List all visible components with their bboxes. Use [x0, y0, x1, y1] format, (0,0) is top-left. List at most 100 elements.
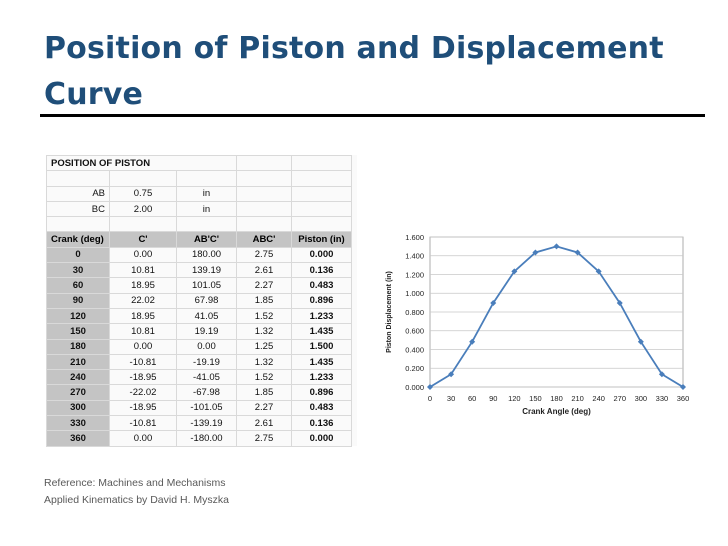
table-cell: 0.00 [109, 430, 177, 447]
data-point-marker [469, 338, 476, 345]
table-row: 330 -10.81 -139.19 2.61 0.136 [46, 415, 352, 432]
data-point-marker [490, 300, 497, 306]
x-tick-label: 300 [635, 394, 648, 403]
empty-cell [291, 185, 352, 202]
piston-position-cell: 0.136 [291, 415, 352, 432]
slide-title: Position of Piston and Displacement Curv… [44, 31, 664, 112]
column-header: ABC' [236, 231, 292, 248]
y-tick-label: 1.400 [405, 252, 424, 261]
param-value: 2.00 [109, 200, 177, 218]
param-value: 0.75 [109, 185, 177, 202]
table-cell: 1.85 [236, 384, 292, 401]
data-point-marker [553, 243, 560, 250]
table-cell: 22.02 [109, 292, 177, 309]
empty-cell [236, 154, 292, 172]
data-point-marker [637, 338, 644, 345]
crank-angle-cell: 90 [46, 292, 110, 309]
blank-row [46, 216, 352, 233]
table-cell: -18.95 [109, 399, 177, 417]
piston-position-cell: 1.435 [291, 353, 352, 371]
piston-position-cell: 0.136 [291, 262, 352, 279]
piston-position-cell: 1.500 [291, 338, 352, 355]
x-tick-label: 270 [613, 394, 626, 403]
crank-angle-cell: 240 [46, 369, 110, 386]
table-row: 90 22.02 67.98 1.85 0.896 [46, 292, 352, 309]
table-cell: 2.27 [236, 399, 292, 417]
empty-cell [291, 154, 352, 172]
table-cell: -67.98 [176, 384, 237, 401]
table-cell: 18.95 [109, 307, 177, 325]
table-cell: 18.95 [109, 277, 177, 294]
crank-angle-cell: 360 [46, 430, 110, 447]
piston-position-cell: 0.000 [291, 430, 352, 447]
param-unit: in [176, 200, 237, 218]
y-tick-label: 0.800 [405, 308, 424, 317]
table-cell: 0.00 [109, 246, 177, 264]
x-tick-label: 360 [677, 394, 690, 403]
crank-angle-cell: 300 [46, 399, 110, 417]
crank-angle-cell: 330 [46, 415, 110, 432]
piston-position-table: POSITION OF PISTON AB 0.75 in BC 2.00 in Crank … [46, 154, 352, 447]
param-row: AB 0.75 in [46, 185, 352, 202]
crank-angle-cell: 150 [46, 323, 110, 340]
empty-cell [291, 216, 352, 233]
data-point-marker [532, 249, 539, 256]
x-tick-label: 150 [529, 394, 542, 403]
crank-angle-cell: 180 [46, 338, 110, 355]
empty-cell [291, 170, 352, 187]
data-point-marker [448, 371, 455, 378]
table-cell: 1.32 [236, 353, 292, 371]
table-cell: 10.81 [109, 262, 177, 279]
empty-cell [109, 216, 177, 233]
y-tick-label: 0.200 [405, 364, 424, 373]
table-cell: 1.52 [236, 307, 292, 325]
piston-position-cell: 0.896 [291, 292, 352, 309]
empty-cell [109, 170, 177, 187]
table-cell: -10.81 [109, 353, 177, 371]
empty-cell [236, 170, 292, 187]
empty-cell [236, 216, 292, 233]
table-cell: 1.52 [236, 369, 292, 386]
crank-angle-cell: 30 [46, 262, 110, 279]
table-row: 300 -18.95 -101.05 2.27 0.483 [46, 399, 352, 417]
table-cell: -18.95 [109, 369, 177, 386]
table-cell: -101.05 [176, 399, 237, 417]
table-row: 120 18.95 41.05 1.52 1.233 [46, 307, 352, 325]
x-axis-title: Crank Angle (deg) [522, 407, 591, 416]
empty-cell [236, 200, 292, 218]
x-tick-label: 60 [468, 394, 476, 403]
table-cell: -180.00 [176, 430, 237, 447]
piston-position-cell: 1.233 [291, 307, 352, 325]
y-tick-label: 1.000 [405, 289, 424, 298]
data-point-marker [427, 384, 433, 390]
table-row: 240 -18.95 -41.05 1.52 1.233 [46, 369, 352, 386]
piston-position-cell: 0.483 [291, 399, 352, 417]
table-cell: 2.61 [236, 415, 292, 432]
table-cell: 0.00 [176, 338, 237, 355]
table-cell: -19.19 [176, 353, 237, 371]
table-row: 60 18.95 101.05 2.27 0.483 [46, 277, 352, 294]
x-tick-label: 0 [428, 394, 432, 403]
piston-position-cell: 0.483 [291, 277, 352, 294]
empty-cell [236, 185, 292, 202]
x-tick-label: 120 [508, 394, 521, 403]
title-underline [40, 114, 705, 117]
table-row: 180 0.00 0.00 1.25 1.500 [46, 338, 352, 355]
data-point-marker [511, 268, 518, 275]
empty-cell [176, 170, 237, 187]
table-cell: 101.05 [176, 277, 237, 294]
table-cell: 41.05 [176, 307, 237, 325]
param-label: BC [46, 200, 110, 218]
section-title-row: POSITION OF PISTON [46, 154, 352, 172]
x-tick-label: 210 [571, 394, 584, 403]
empty-cell [176, 216, 237, 233]
param-unit: in [176, 185, 237, 202]
column-header: C' [109, 231, 177, 248]
table-cell: 0.00 [109, 338, 177, 355]
table-cell: -41.05 [176, 369, 237, 386]
y-tick-label: 1.600 [405, 233, 424, 242]
table-cell: 1.85 [236, 292, 292, 309]
y-tick-label: 0.000 [405, 383, 424, 392]
crank-angle-cell: 210 [46, 353, 110, 371]
x-tick-label: 180 [550, 394, 563, 403]
